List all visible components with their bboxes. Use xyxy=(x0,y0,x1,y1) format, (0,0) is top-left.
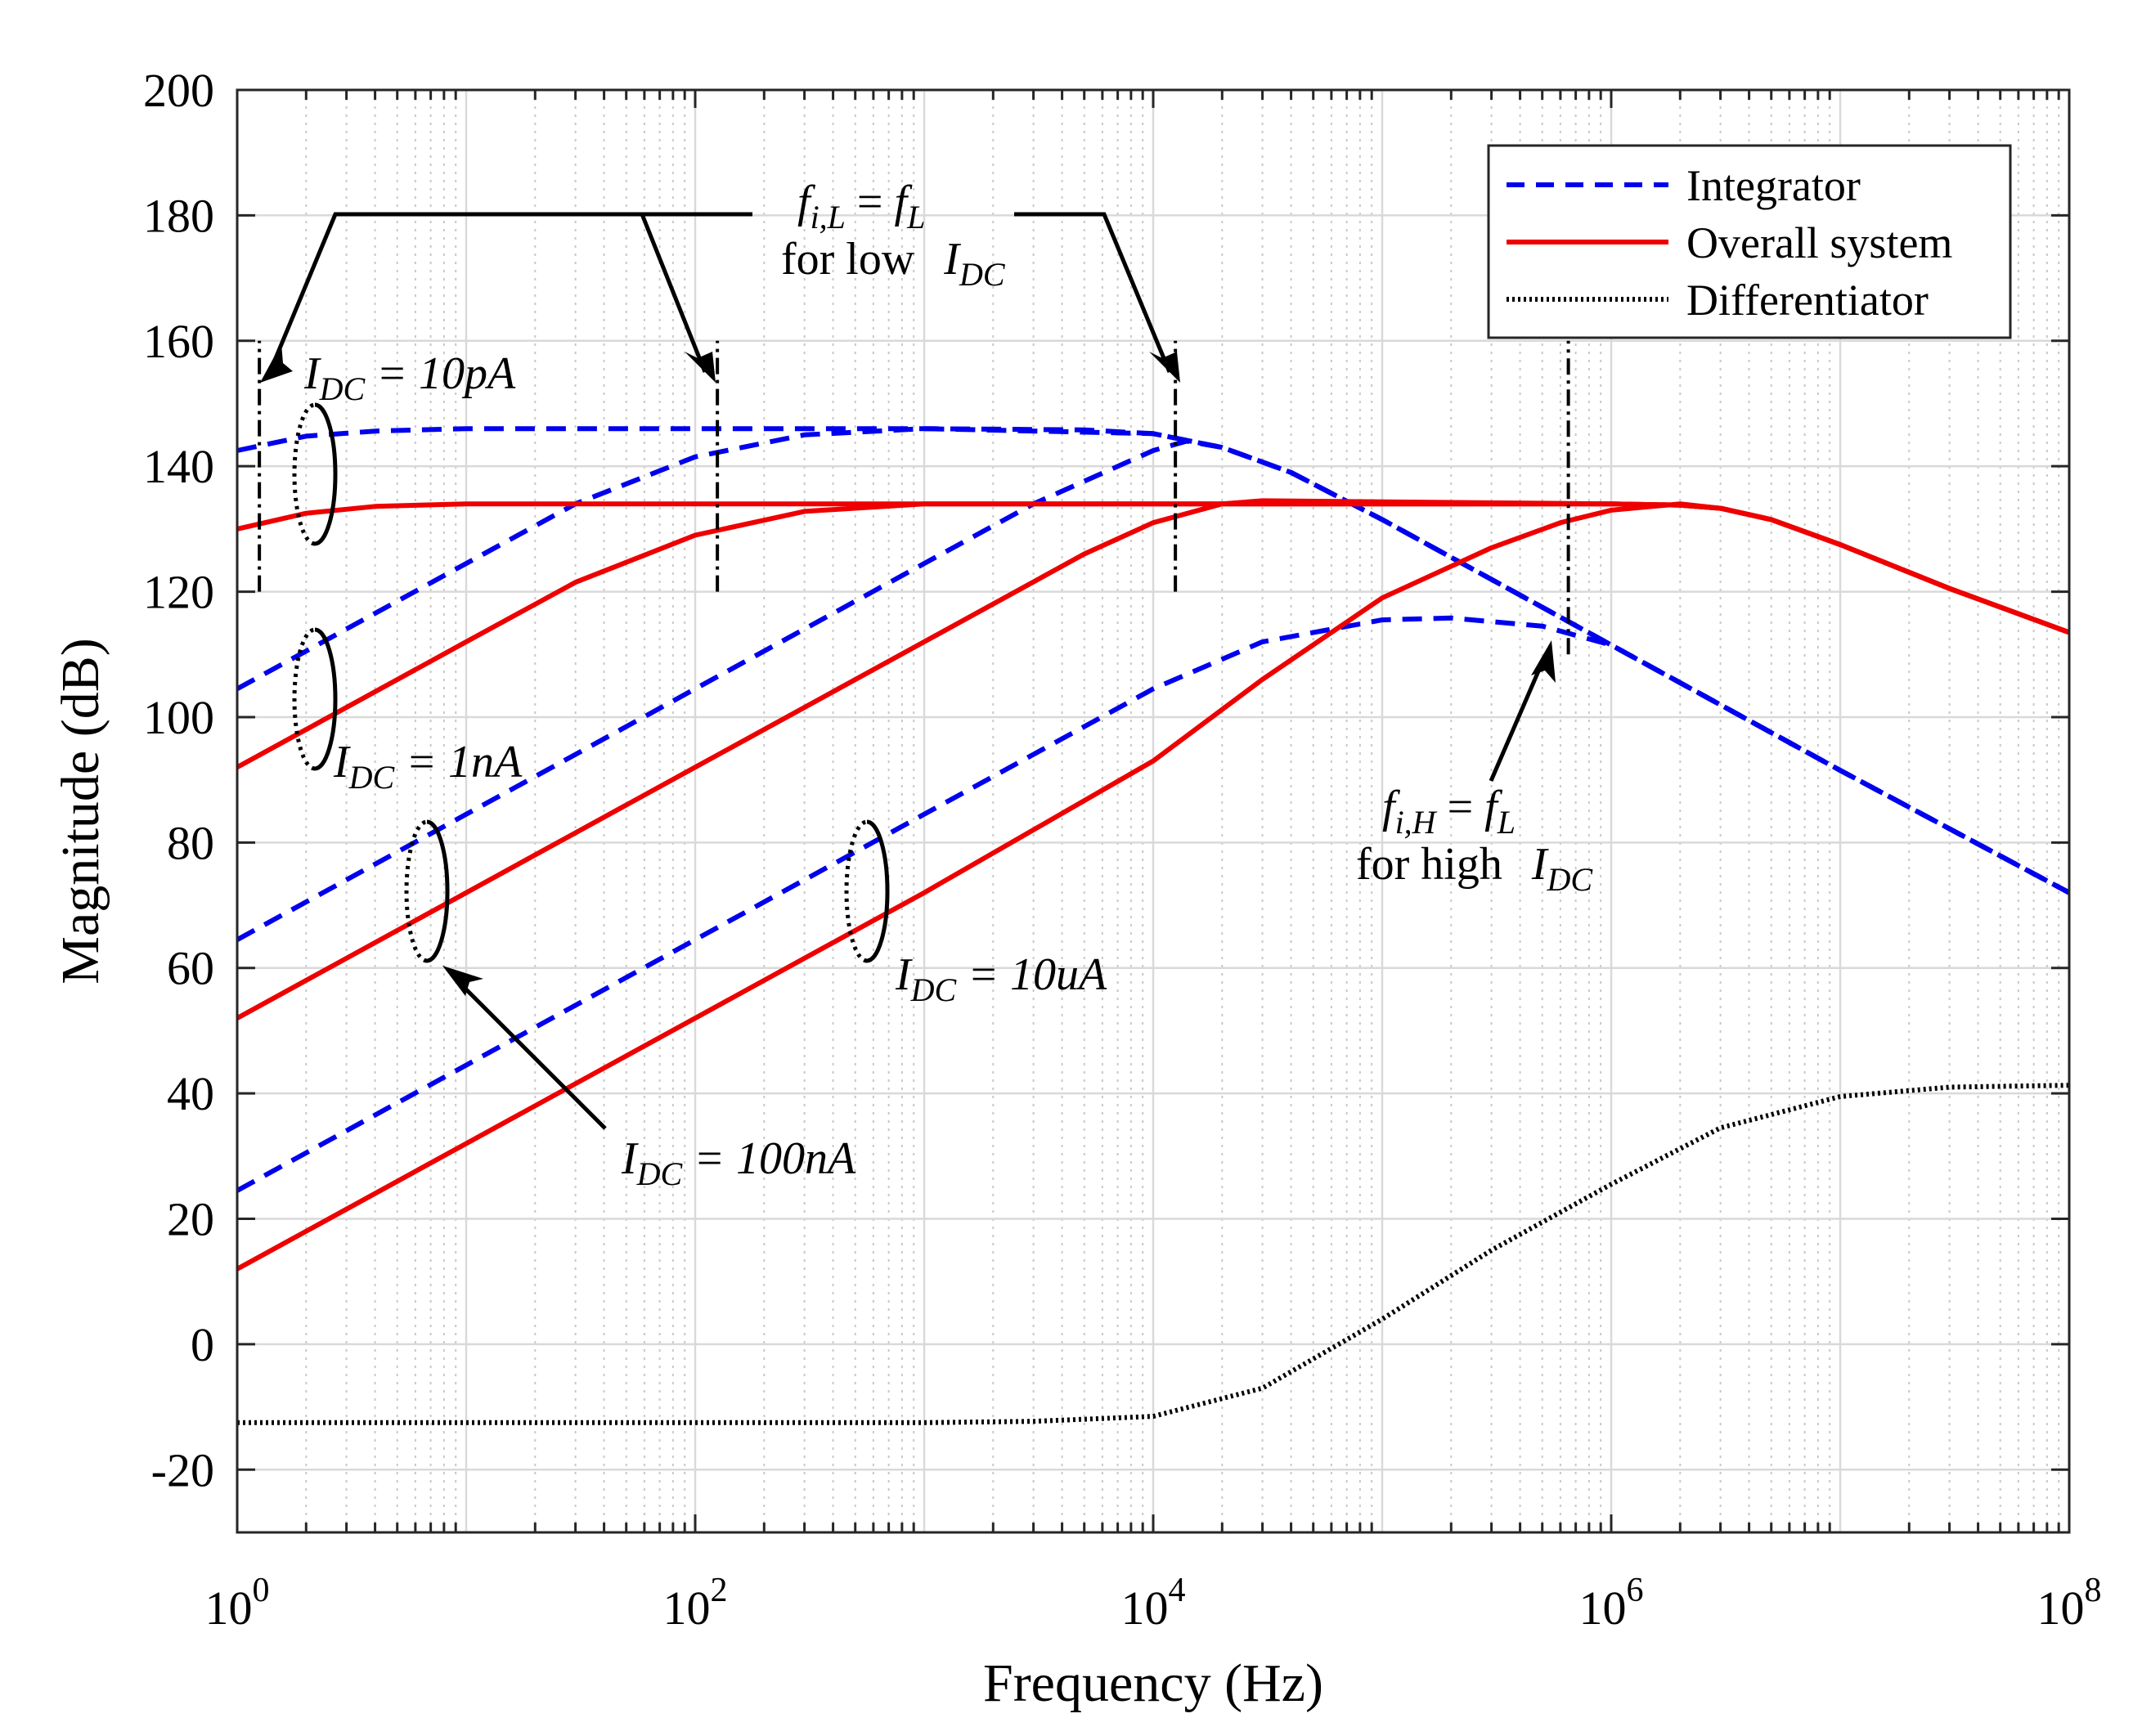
annot-idc-10pA-var: I xyxy=(303,348,321,399)
annot-fiL-line2: for low IDC xyxy=(781,234,1006,293)
annot-idc-1nA-var: I xyxy=(333,737,351,787)
annot-fiH-sub: i,H xyxy=(1395,804,1438,841)
group-ellipses xyxy=(292,402,890,963)
fiH-arrow-line xyxy=(1489,653,1548,782)
annot-idc-100nA-value: = 100nA xyxy=(682,1133,856,1184)
x-tick-label: 102 xyxy=(663,1572,728,1635)
series-line-integrator-2 xyxy=(236,438,2071,942)
ellipse-10pA-solid xyxy=(314,402,338,546)
annot-fiH-rhs-sub: L xyxy=(1497,804,1516,841)
fiH-callout xyxy=(1489,640,1556,782)
arrowhead-10pA xyxy=(260,343,293,383)
annot-idc-1nA: IDC = 1nA xyxy=(333,737,523,796)
x-tick-label: 104 xyxy=(1121,1572,1186,1635)
legend-label-overall: Overall system xyxy=(1686,218,1952,267)
x-tick-label-base: 10 xyxy=(2037,1581,2085,1635)
annot-idc-10uA-sub: DC xyxy=(910,971,958,1008)
ellipse-10uA-solid xyxy=(866,819,890,963)
y-tick-label: 40 xyxy=(167,1067,214,1120)
annot-fiH-idc-sub: DC xyxy=(1547,861,1594,898)
annot-fiL-equation: fi,L = fL xyxy=(797,177,925,236)
x-axis-label: Frequency (Hz) xyxy=(983,1653,1323,1713)
y-tick-label: 0 xyxy=(191,1318,214,1371)
annot-idc-1nA-value: = 1nA xyxy=(394,737,523,787)
series-line-integrator-3 xyxy=(236,615,2071,1193)
annot-fiL-idc-sub: DC xyxy=(959,256,1006,293)
y-tick-label: 180 xyxy=(143,189,214,242)
fiL-arrow-line-left xyxy=(267,212,752,373)
idc100n-callout xyxy=(442,966,607,1130)
y-tick-label: 100 xyxy=(143,691,214,744)
annot-fiL-eq: = xyxy=(846,177,895,227)
arrowhead-100nA-group xyxy=(442,966,483,996)
annot-idc-10uA: IDC = 10uA xyxy=(895,949,1107,1008)
y-tick-label: 120 xyxy=(143,566,214,619)
grid xyxy=(237,90,2069,1532)
annot-idc-1nA-sub: DC xyxy=(348,759,396,796)
annot-fiH-equation: fi,H = fL xyxy=(1382,782,1516,841)
x-tick-label-base: 10 xyxy=(1121,1581,1169,1635)
annot-fiL-condition: for low xyxy=(781,234,915,285)
ellipse-1nA-solid xyxy=(314,627,338,771)
x-tick-label: 100 xyxy=(205,1572,270,1635)
annot-idc-10pA-value: = 10pA xyxy=(365,348,516,399)
annot-fiL-rhs-sub: L xyxy=(906,199,925,236)
fiL-callout xyxy=(267,212,1172,373)
y-tick-label: 140 xyxy=(143,440,214,493)
legend-label-differentiator: Differentiator xyxy=(1686,276,1929,325)
x-tick-label-base: 10 xyxy=(205,1581,253,1635)
annot-fiH-idc: I xyxy=(1531,839,1549,890)
y-tick-label: -20 xyxy=(151,1443,214,1496)
x-tick-label-exponent: 0 xyxy=(253,1572,270,1609)
annot-idc-10pA-sub: DC xyxy=(319,370,366,407)
y-tick-label: 20 xyxy=(167,1193,214,1246)
fiL-arrowheads xyxy=(260,343,1180,383)
fiL-arrow-line-mid xyxy=(640,213,707,373)
annot-idc-10pA: IDC = 10pA xyxy=(303,348,516,407)
ellipse-1nA-dotted xyxy=(292,627,316,771)
series-lines xyxy=(236,426,2071,1425)
annot-idc-100nA: IDC = 100nA xyxy=(621,1133,856,1192)
y-tick-label: 200 xyxy=(143,64,214,117)
ellipse-100nA-dotted xyxy=(404,819,428,963)
arrowhead-fiH xyxy=(1531,640,1556,683)
y-tick-label: 60 xyxy=(167,942,214,995)
marker-lines xyxy=(258,340,1570,655)
x-tick-label: 106 xyxy=(1579,1572,1644,1635)
arrowhead-100nA xyxy=(1149,352,1180,383)
annot-fiH-line2: for high IDC xyxy=(1356,839,1593,898)
legend: Integrator Overall system Differentiator xyxy=(1487,144,2012,339)
y-tick-label: 80 xyxy=(167,816,214,869)
ellipse-10uA-dotted xyxy=(844,819,868,963)
arrowhead-1nA xyxy=(685,352,716,383)
ellipse-10pA-dotted xyxy=(292,402,316,546)
x-tick-label: 108 xyxy=(2037,1572,2102,1635)
x-tick-label-exponent: 8 xyxy=(2085,1572,2102,1609)
annot-idc-100nA-sub: DC xyxy=(636,1155,684,1192)
annot-idc-10uA-value: = 10uA xyxy=(956,949,1107,1000)
annot-idc-100nA-var: I xyxy=(621,1133,639,1184)
annot-idc-10uA-var: I xyxy=(895,949,913,1000)
annot-fiL-sub: i,L xyxy=(811,199,846,236)
y-tick-label: 160 xyxy=(143,315,214,368)
ticks xyxy=(236,88,2071,1532)
x-tick-label-base: 10 xyxy=(663,1581,711,1635)
legend-label-integrator: Integrator xyxy=(1686,161,1861,210)
y-axis-label: Magnitude (dB) xyxy=(51,638,110,984)
x-tick-label-base: 10 xyxy=(1579,1581,1627,1635)
x-tick-label-exponent: 6 xyxy=(1627,1572,1644,1609)
series-line-overall-system-7 xyxy=(236,501,2071,1272)
annot-fiH-eq: = xyxy=(1436,782,1485,832)
x-tick-label-exponent: 4 xyxy=(1169,1572,1186,1609)
annot-fiH-condition: for high xyxy=(1356,839,1502,890)
idc100n-arrow-line xyxy=(456,980,607,1130)
fiL-arrow-line-right xyxy=(1014,212,1172,373)
series-line-differentiator-8 xyxy=(237,1083,2070,1425)
x-tick-label-exponent: 2 xyxy=(711,1572,728,1609)
annot-fiL-idc: I xyxy=(943,234,961,285)
ellipse-100nA-solid xyxy=(426,819,450,963)
